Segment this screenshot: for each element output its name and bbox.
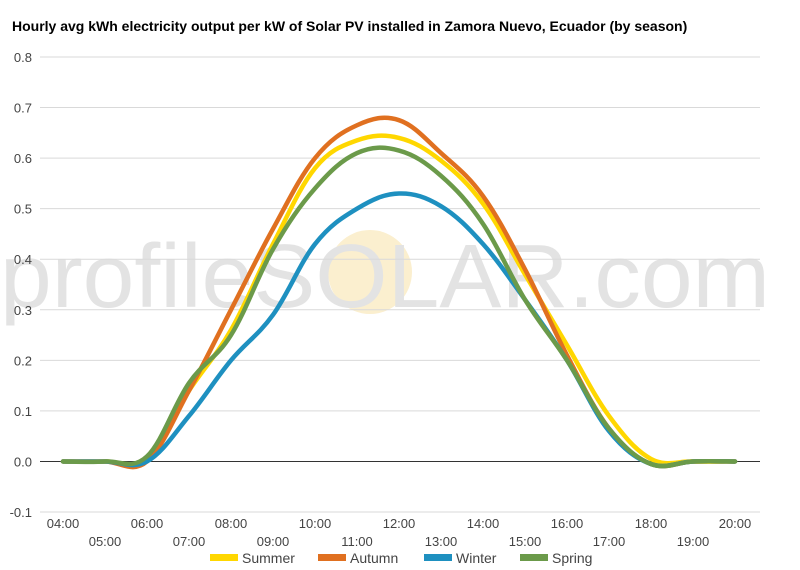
x-tick-label: 09:00 [257, 534, 290, 549]
x-tick-label: 14:00 [467, 516, 500, 531]
legend-swatch-summer [210, 554, 238, 561]
legend-label-summer: Summer [242, 550, 295, 566]
watermark-text: profileSOLAR.com [0, 227, 770, 327]
x-tick-label: 12:00 [383, 516, 416, 531]
legend-swatch-spring [520, 554, 548, 561]
x-tick-label: 10:00 [299, 516, 332, 531]
x-tick-label: 11:00 [341, 534, 373, 549]
y-tick-label: 0.2 [14, 353, 32, 368]
x-tick-label: 15:00 [509, 534, 542, 549]
series-line-spring [60, 145, 738, 469]
legend-label-winter: Winter [456, 550, 497, 566]
chart-title: Hourly avg kWh electricity output per kW… [12, 18, 688, 34]
x-tick-label: 06:00 [131, 516, 164, 531]
legend-swatch-winter [424, 554, 452, 561]
y-tick-label: 0.8 [14, 50, 32, 65]
y-tick-label: 0.1 [14, 404, 32, 419]
y-tick-label: -0.1 [10, 505, 32, 520]
x-tick-label: 20:00 [719, 516, 752, 531]
x-tick-label: 16:00 [551, 516, 584, 531]
x-tick-label: 17:00 [593, 534, 626, 549]
x-tick-label: 04:00 [47, 516, 80, 531]
x-axis: 04:00 05:00 06:00 07:00 08:00 09:00 10:00 11:00… [47, 516, 752, 549]
y-tick-label: 0.4 [14, 252, 32, 267]
y-tick-label: 0.0 [14, 454, 32, 469]
x-tick-label: 05:00 [89, 534, 122, 549]
watermark: profileSOLAR.com [0, 227, 770, 327]
legend-label-spring: Spring [552, 550, 592, 566]
x-tick-label: 07:00 [173, 534, 206, 549]
y-axis: -0.1 0.0 0.1 0.2 0.3 0.4 0.5 0.6 0.7 0.8 [10, 50, 32, 520]
x-tick-label: 08:00 [215, 516, 248, 531]
x-tick-label: 18:00 [635, 516, 668, 531]
legend-swatch-autumn [318, 554, 346, 561]
x-tick-label: 19:00 [677, 534, 710, 549]
y-tick-label: 0.7 [14, 101, 32, 116]
y-tick-label: 0.6 [14, 151, 32, 166]
watermark-sun-icon [328, 230, 412, 314]
series-lines [60, 115, 738, 470]
legend: Summer Autumn Winter Spring [210, 550, 592, 566]
y-tick-label: 0.5 [14, 202, 32, 217]
x-tick-label: 13:00 [425, 534, 458, 549]
y-tick-label: 0.3 [14, 303, 32, 318]
legend-label-autumn: Autumn [350, 550, 398, 566]
